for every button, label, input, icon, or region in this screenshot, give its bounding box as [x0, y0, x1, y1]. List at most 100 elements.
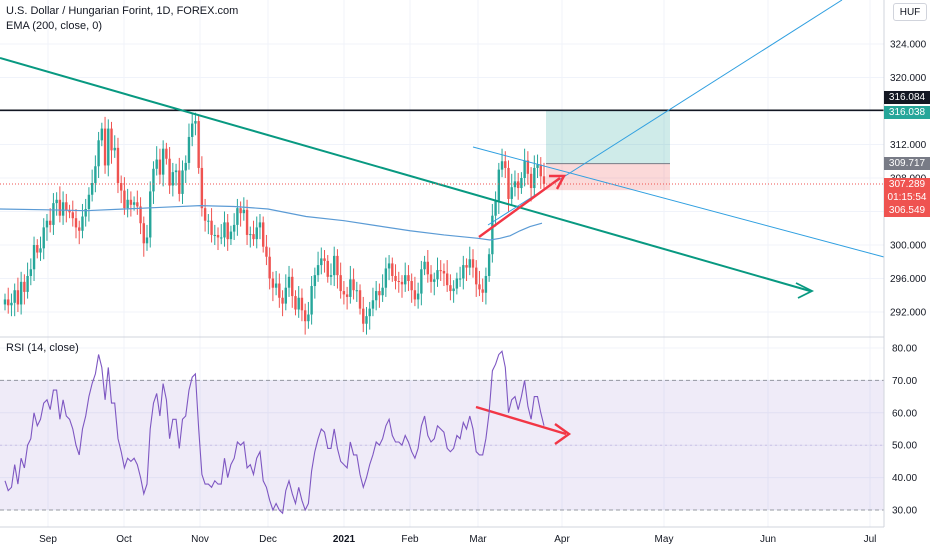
candle	[23, 274, 26, 305]
candle	[10, 293, 13, 317]
candle	[358, 284, 362, 315]
candle	[55, 192, 58, 216]
candle	[81, 203, 84, 239]
candle	[36, 239, 39, 259]
time-axis[interactable]: Sep Oct Nov Dec 2021 Feb Mar Apr May Jun Jul	[39, 534, 876, 545]
time-tick-label: Dec	[259, 534, 277, 545]
candle	[26, 262, 29, 299]
time-tick-label: Oct	[116, 534, 132, 545]
candle	[349, 265, 352, 304]
candle	[320, 247, 323, 275]
candle	[281, 290, 284, 317]
rsi-tick-label: 70.00	[892, 376, 917, 387]
rsi-line	[4, 350, 545, 515]
candle	[19, 271, 23, 315]
candle	[3, 293, 7, 311]
candle	[184, 155, 187, 184]
candle	[161, 140, 165, 187]
rsi-axis[interactable]: 30.00 40.00 50.00 60.00 70.00 80.00	[892, 344, 917, 517]
candle	[71, 200, 74, 227]
candle	[90, 169, 94, 202]
candle	[468, 246, 471, 276]
price-tag-last: 307.289	[884, 178, 930, 191]
candle	[404, 262, 407, 292]
price-tick-label: 292.000	[890, 308, 927, 319]
candle	[178, 157, 181, 202]
candle	[342, 281, 346, 305]
long-position-tool[interactable]	[546, 110, 670, 191]
candle	[416, 282, 420, 309]
drawings[interactable]	[0, 0, 885, 445]
ema-legend[interactable]: EMA (200, close, 0)	[6, 20, 102, 32]
candle	[129, 191, 133, 217]
candle	[442, 263, 446, 287]
candle	[32, 236, 36, 282]
candle	[500, 148, 504, 178]
candle	[491, 203, 494, 263]
candle	[100, 122, 104, 147]
upper-wedge-line[interactable]	[472, 146, 885, 258]
candle	[165, 142, 168, 165]
candle	[449, 274, 452, 301]
time-tick-label: May	[655, 534, 674, 545]
loss-zone[interactable]	[546, 163, 670, 191]
candle	[520, 172, 523, 194]
price-tick-label: 312.000	[890, 140, 927, 151]
candle	[42, 218, 45, 260]
candle	[345, 286, 349, 310]
candle	[362, 296, 365, 333]
candle	[471, 249, 475, 278]
rsi-down-arrow[interactable]	[475, 405, 567, 436]
candle	[484, 267, 488, 305]
candle	[229, 225, 233, 245]
rsi-legend[interactable]: RSI (14, close)	[6, 342, 79, 354]
candle	[232, 213, 236, 240]
candle	[481, 278, 484, 302]
rsi-path	[4, 350, 545, 515]
candle	[355, 281, 359, 302]
candle	[284, 274, 287, 311]
candle	[336, 249, 339, 289]
candle	[391, 257, 394, 282]
candles	[3, 112, 546, 335]
candle	[542, 162, 546, 191]
candle	[223, 211, 226, 247]
time-tick-label: Nov	[191, 534, 209, 545]
candle	[303, 303, 307, 335]
time-tick-label: Jun	[760, 534, 776, 545]
candle	[397, 271, 400, 293]
currency-button[interactable]: HUF	[893, 3, 927, 21]
candle	[190, 112, 194, 147]
price-up-arrow[interactable]	[478, 177, 561, 238]
profit-zone[interactable]	[546, 110, 670, 164]
candle	[465, 258, 468, 282]
candle	[74, 208, 78, 239]
candle	[333, 246, 336, 287]
candle	[445, 260, 449, 292]
candle	[287, 265, 291, 297]
candle	[126, 188, 129, 218]
candle	[213, 224, 216, 245]
candle	[265, 234, 268, 266]
candle	[523, 148, 526, 187]
candle	[216, 227, 220, 251]
candle	[262, 216, 265, 253]
candle	[97, 131, 100, 178]
candle	[87, 187, 91, 222]
candle	[142, 216, 145, 257]
candle	[258, 214, 262, 240]
descending-trendline[interactable]	[0, 57, 811, 292]
candle	[371, 287, 375, 317]
candle	[103, 116, 107, 174]
candle	[526, 151, 530, 185]
candle	[149, 181, 152, 248]
candle	[291, 268, 294, 308]
rsi-tick-label: 80.00	[892, 344, 917, 355]
candle	[316, 251, 320, 282]
ema-200-line	[0, 205, 543, 241]
candle	[436, 257, 439, 287]
candle	[384, 257, 388, 297]
time-tick-label: Mar	[469, 534, 487, 545]
time-tick-label: Sep	[39, 534, 57, 545]
candle	[171, 162, 175, 197]
